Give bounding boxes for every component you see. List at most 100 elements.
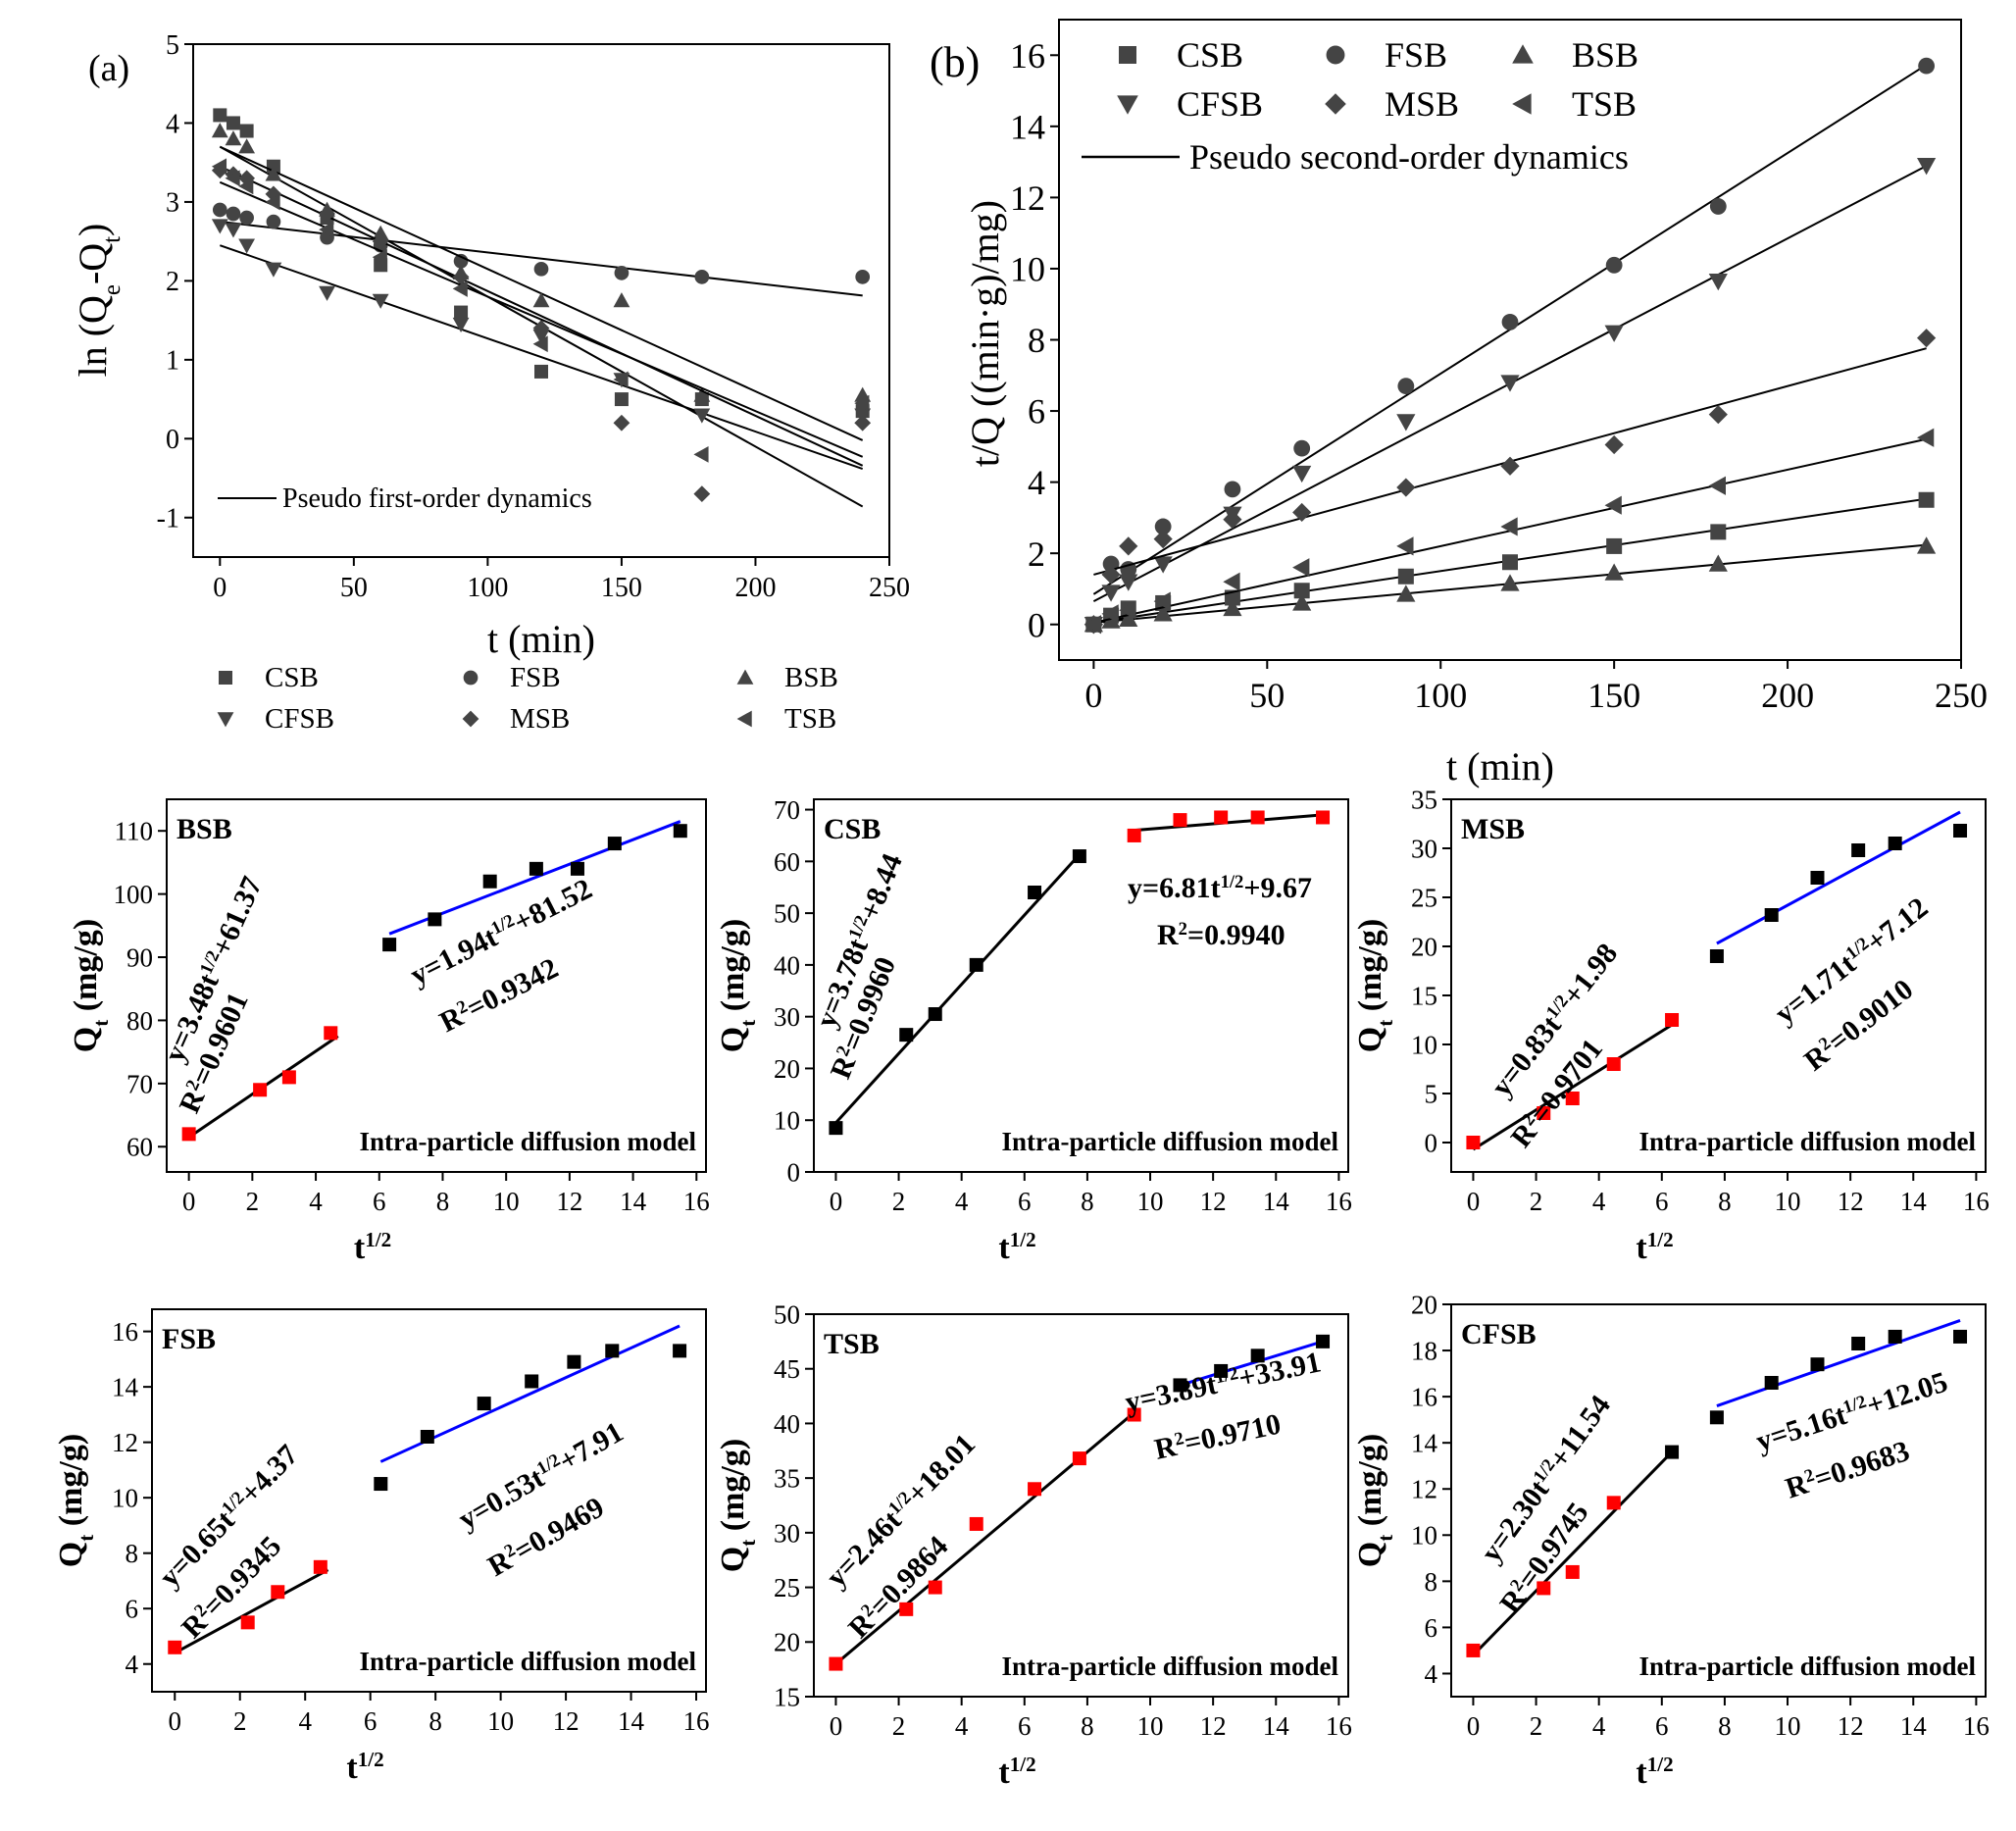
data-point <box>1101 585 1121 602</box>
stage1-point <box>240 1615 255 1630</box>
x-tick-label: 12 <box>553 1706 580 1736</box>
legend-label: TSB <box>1572 84 1637 124</box>
y-tick-label: 25 <box>774 1573 800 1602</box>
legend-label: MSB <box>1385 84 1459 124</box>
x-tick-label: 12 <box>1200 1711 1227 1741</box>
x-tick-label: 2 <box>1530 1711 1543 1741</box>
x-tick-label: 4 <box>309 1187 323 1216</box>
y-tick-label: 2 <box>166 267 179 297</box>
stage2-point <box>1250 810 1265 825</box>
data-point <box>693 386 711 402</box>
data-point <box>1396 478 1416 497</box>
stage2-point <box>673 1344 687 1358</box>
model-label: Intra-particle diffusion model <box>1639 1127 1977 1156</box>
stage1-point <box>1665 1013 1680 1027</box>
data-point <box>1917 428 1935 447</box>
x-tick-label: 12 <box>1838 1711 1864 1741</box>
data-point <box>238 238 256 254</box>
y-tick-label: 10 <box>774 1106 800 1136</box>
y-tick-label: 14 <box>1411 1429 1438 1458</box>
y-tick-label: 8 <box>126 1539 139 1568</box>
stage2-point <box>1851 1337 1866 1350</box>
panel-CSB: 0 2 4 6 8 10 12 14 16 0 10 20 30 40 50 60 70 CSB Intra-par… <box>715 795 1352 1266</box>
data-point <box>1153 591 1171 611</box>
x-tick-label: 4 <box>1592 1711 1606 1741</box>
y-tick-label: 50 <box>774 899 800 929</box>
data-point <box>1604 495 1622 515</box>
y-tick-label: 35 <box>774 1464 800 1494</box>
x-tick-label: 12 <box>1200 1187 1227 1216</box>
fit-line <box>220 221 863 297</box>
series-FSB <box>212 202 871 297</box>
data-point <box>1709 198 1727 215</box>
data-point <box>452 317 470 333</box>
y-tick-label: 15 <box>774 1682 800 1711</box>
stage2-point <box>1127 828 1141 842</box>
stage1-point <box>313 1559 328 1574</box>
x-axis-label: t (min) <box>1446 744 1554 788</box>
data-point <box>1119 574 1138 591</box>
y-tick-label: 20 <box>774 1054 800 1084</box>
data-point <box>534 364 548 379</box>
stage2-point <box>1764 1376 1779 1390</box>
series-FSB <box>1084 57 1936 634</box>
stage2-point <box>1888 1329 1902 1344</box>
data-point <box>1153 604 1173 622</box>
stage1-point <box>829 1121 843 1136</box>
y-tick-label: 16 <box>1411 1383 1437 1412</box>
stage2-equation: y=5.16t1/2+12.05 <box>1752 1365 1951 1458</box>
stage2-equation: y=6.81t1/2+9.67 <box>1128 872 1312 905</box>
x-tick-label: 6 <box>373 1187 386 1216</box>
stage2-fit-line <box>1180 1340 1324 1387</box>
data-point <box>532 329 550 345</box>
panel-b: 0 50 100 150 200 250 0 2 4 6 8 10 12 14 16 (b) t (min) t/… <box>930 19 1988 788</box>
x-tick-label: 4 <box>298 1706 312 1736</box>
y-tick-label: 10 <box>1411 1030 1437 1059</box>
data-point <box>211 123 228 138</box>
data-point <box>1918 57 1936 75</box>
y-tick-label: 0 <box>1028 605 1045 644</box>
legend-label: CFSB <box>265 703 334 735</box>
y-tick-label: 8 <box>1028 321 1045 360</box>
legend-marker <box>462 710 479 728</box>
data-point <box>372 232 389 250</box>
x-tick-label: 0 <box>169 1706 182 1736</box>
x-tick-label: 0 <box>830 1711 843 1741</box>
data-point <box>533 261 549 277</box>
plot-frame <box>813 798 1349 1173</box>
stage2-point <box>1953 1329 1968 1344</box>
stage1-point <box>1028 1482 1042 1497</box>
data-point <box>452 280 468 297</box>
stage1-point <box>1537 1106 1551 1120</box>
data-point <box>1604 563 1624 581</box>
legend-label: CSB <box>265 662 319 693</box>
legend-label: MSB <box>510 703 570 735</box>
panel-FSB: 0 2 4 6 8 10 12 14 16 4 6 8 10 12 14 16 FSB Intra-particl… <box>53 1308 710 1786</box>
y-tick-label: 1 <box>166 346 179 377</box>
y-tick-label: 8 <box>1425 1567 1438 1597</box>
plot-frame <box>813 1313 1349 1698</box>
legend-marker <box>1119 46 1136 64</box>
y-tick-label: 90 <box>126 942 153 972</box>
data-point <box>1223 598 1242 617</box>
data-point <box>693 446 709 463</box>
y-tick-label: 60 <box>774 847 800 877</box>
data-point <box>1396 585 1416 602</box>
data-point <box>211 158 227 176</box>
x-tick-label: 2 <box>892 1711 906 1741</box>
stage2-point <box>1764 908 1779 922</box>
y-tick-label: 16 <box>112 1317 138 1347</box>
data-point <box>1708 273 1728 291</box>
y-tick-label: 6 <box>126 1595 139 1624</box>
plot-frame <box>1450 1303 1987 1698</box>
data-point <box>1224 481 1241 498</box>
data-point <box>372 248 387 266</box>
data-point <box>1119 600 1136 620</box>
stage1-point <box>969 1516 983 1531</box>
data-point <box>265 262 282 278</box>
data-point <box>1606 537 1623 554</box>
data-point <box>319 221 334 238</box>
y-tick-label: 70 <box>774 795 800 825</box>
data-point <box>1101 604 1119 624</box>
